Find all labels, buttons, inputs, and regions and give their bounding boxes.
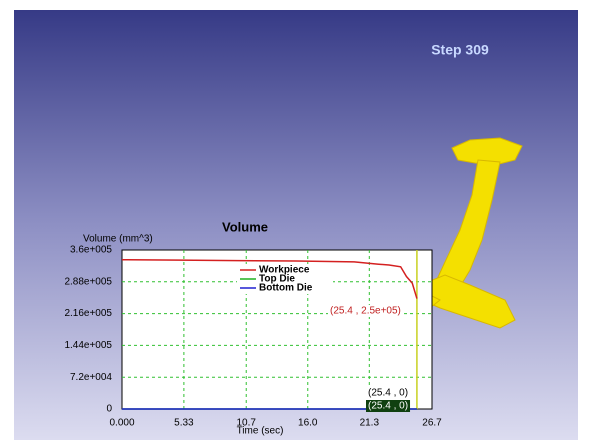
x-tick-label: 26.7 xyxy=(422,418,442,429)
x-tick-label: 5.33 xyxy=(174,418,194,429)
step-label: Step 309 xyxy=(431,42,489,58)
y-tick-label: 2.88e+005 xyxy=(64,276,112,287)
annotation: (25.4 , 2.5e+05) xyxy=(330,306,401,317)
x-tick-label: 21.3 xyxy=(360,418,380,429)
y-tick-label: 1.44e+005 xyxy=(64,340,112,351)
y-axis-label: Volume (mm^3) xyxy=(83,234,153,245)
legend-label: Bottom Die xyxy=(259,283,313,294)
y-tick-label: 0 xyxy=(106,404,112,415)
x-tick-label: 0.000 xyxy=(109,418,134,429)
y-tick-label: 3.6e+005 xyxy=(70,245,112,256)
screen: Step 309 Volume Volume (mm^3) Time (sec)… xyxy=(0,0,592,440)
annotation: (25.4 , 0) xyxy=(368,388,408,399)
x-tick-label: 16.0 xyxy=(298,418,318,429)
annotation: (25.4 , 0) xyxy=(368,401,408,412)
x-tick-label: 10.7 xyxy=(236,418,256,429)
y-tick-label: 7.2e+004 xyxy=(70,372,112,383)
chart-title: Volume xyxy=(222,219,268,234)
y-tick-label: 2.16e+005 xyxy=(64,308,112,319)
